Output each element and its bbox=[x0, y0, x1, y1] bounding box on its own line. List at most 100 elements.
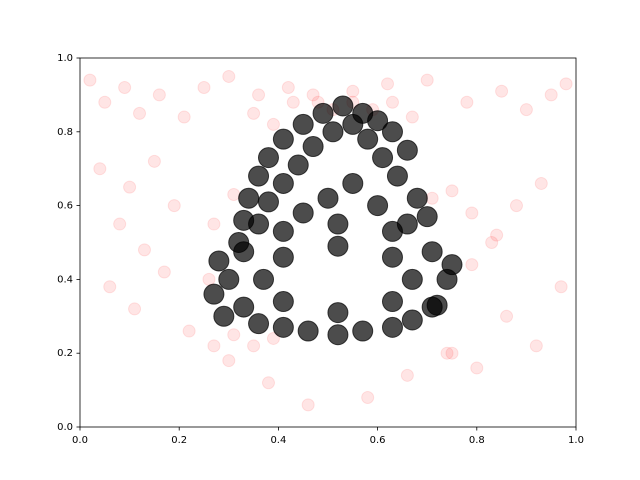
point bbox=[441, 254, 463, 276]
point bbox=[416, 206, 438, 228]
point bbox=[327, 213, 349, 235]
point bbox=[327, 324, 349, 346]
point bbox=[381, 316, 403, 338]
point bbox=[208, 250, 230, 272]
point bbox=[222, 354, 236, 368]
point bbox=[385, 95, 399, 109]
point bbox=[272, 291, 294, 313]
point bbox=[460, 95, 474, 109]
y-tick-label: 0.6 bbox=[57, 201, 73, 212]
plot-frame bbox=[79, 57, 577, 428]
point bbox=[302, 136, 324, 158]
point bbox=[83, 73, 97, 87]
point bbox=[357, 128, 379, 150]
point bbox=[490, 228, 504, 242]
point bbox=[202, 272, 216, 286]
point bbox=[272, 128, 294, 150]
point bbox=[272, 316, 294, 338]
y-tick-label: 0.4 bbox=[57, 274, 73, 285]
point bbox=[401, 268, 423, 290]
point bbox=[367, 110, 389, 132]
point bbox=[272, 172, 294, 194]
point bbox=[465, 206, 479, 220]
point bbox=[197, 81, 211, 95]
point bbox=[406, 187, 428, 209]
point bbox=[445, 346, 459, 360]
point bbox=[421, 241, 443, 263]
point bbox=[147, 154, 161, 168]
point bbox=[559, 77, 573, 91]
point bbox=[272, 220, 294, 242]
point bbox=[322, 121, 344, 143]
point bbox=[396, 139, 418, 161]
x-tick-label: 0.6 bbox=[370, 435, 386, 446]
point bbox=[247, 106, 261, 120]
point bbox=[207, 339, 221, 353]
point bbox=[292, 202, 314, 224]
point bbox=[252, 88, 266, 102]
point bbox=[152, 88, 166, 102]
point bbox=[233, 296, 255, 318]
point bbox=[248, 313, 270, 335]
point bbox=[137, 243, 151, 257]
point bbox=[98, 95, 112, 109]
point bbox=[292, 113, 314, 135]
point bbox=[261, 376, 275, 390]
point bbox=[367, 195, 389, 217]
point bbox=[247, 339, 261, 353]
point bbox=[301, 398, 315, 412]
point bbox=[222, 69, 236, 83]
point bbox=[287, 154, 309, 176]
point bbox=[327, 302, 349, 324]
point bbox=[182, 324, 196, 338]
point bbox=[426, 294, 448, 316]
point bbox=[534, 176, 548, 190]
point bbox=[272, 246, 294, 268]
point bbox=[281, 81, 295, 95]
y-tick-label: 0.2 bbox=[57, 348, 73, 359]
point bbox=[544, 88, 558, 102]
point bbox=[386, 165, 408, 187]
point bbox=[405, 110, 419, 124]
point bbox=[93, 162, 107, 176]
point bbox=[238, 187, 260, 209]
point bbox=[306, 88, 320, 102]
point bbox=[425, 191, 439, 205]
x-tick-label: 0.2 bbox=[171, 435, 187, 446]
point bbox=[381, 77, 395, 91]
point bbox=[346, 84, 360, 98]
point bbox=[128, 302, 142, 316]
point bbox=[118, 81, 132, 95]
point bbox=[470, 361, 484, 375]
point bbox=[248, 213, 270, 235]
point bbox=[266, 117, 280, 131]
x-tick-label: 0.8 bbox=[469, 435, 485, 446]
point bbox=[465, 258, 479, 272]
point bbox=[342, 172, 364, 194]
point bbox=[317, 187, 339, 209]
point bbox=[420, 73, 434, 87]
x-tick-label: 0.4 bbox=[270, 435, 286, 446]
point bbox=[445, 184, 459, 198]
x-tick-label: 0.0 bbox=[72, 435, 88, 446]
point bbox=[509, 199, 523, 213]
point bbox=[227, 188, 241, 202]
y-tick-label: 1.0 bbox=[57, 53, 73, 64]
x-tick-label: 1.0 bbox=[568, 435, 584, 446]
y-tick-label: 0.8 bbox=[57, 127, 73, 138]
point bbox=[342, 113, 364, 135]
point bbox=[157, 265, 171, 279]
point bbox=[400, 368, 414, 382]
point bbox=[381, 246, 403, 268]
point bbox=[167, 199, 181, 213]
point bbox=[133, 106, 147, 120]
point bbox=[123, 180, 137, 194]
point bbox=[248, 165, 270, 187]
point bbox=[401, 309, 423, 331]
point bbox=[228, 232, 250, 253]
point bbox=[203, 283, 225, 305]
point bbox=[361, 390, 375, 404]
point bbox=[554, 280, 568, 294]
point bbox=[257, 147, 279, 169]
